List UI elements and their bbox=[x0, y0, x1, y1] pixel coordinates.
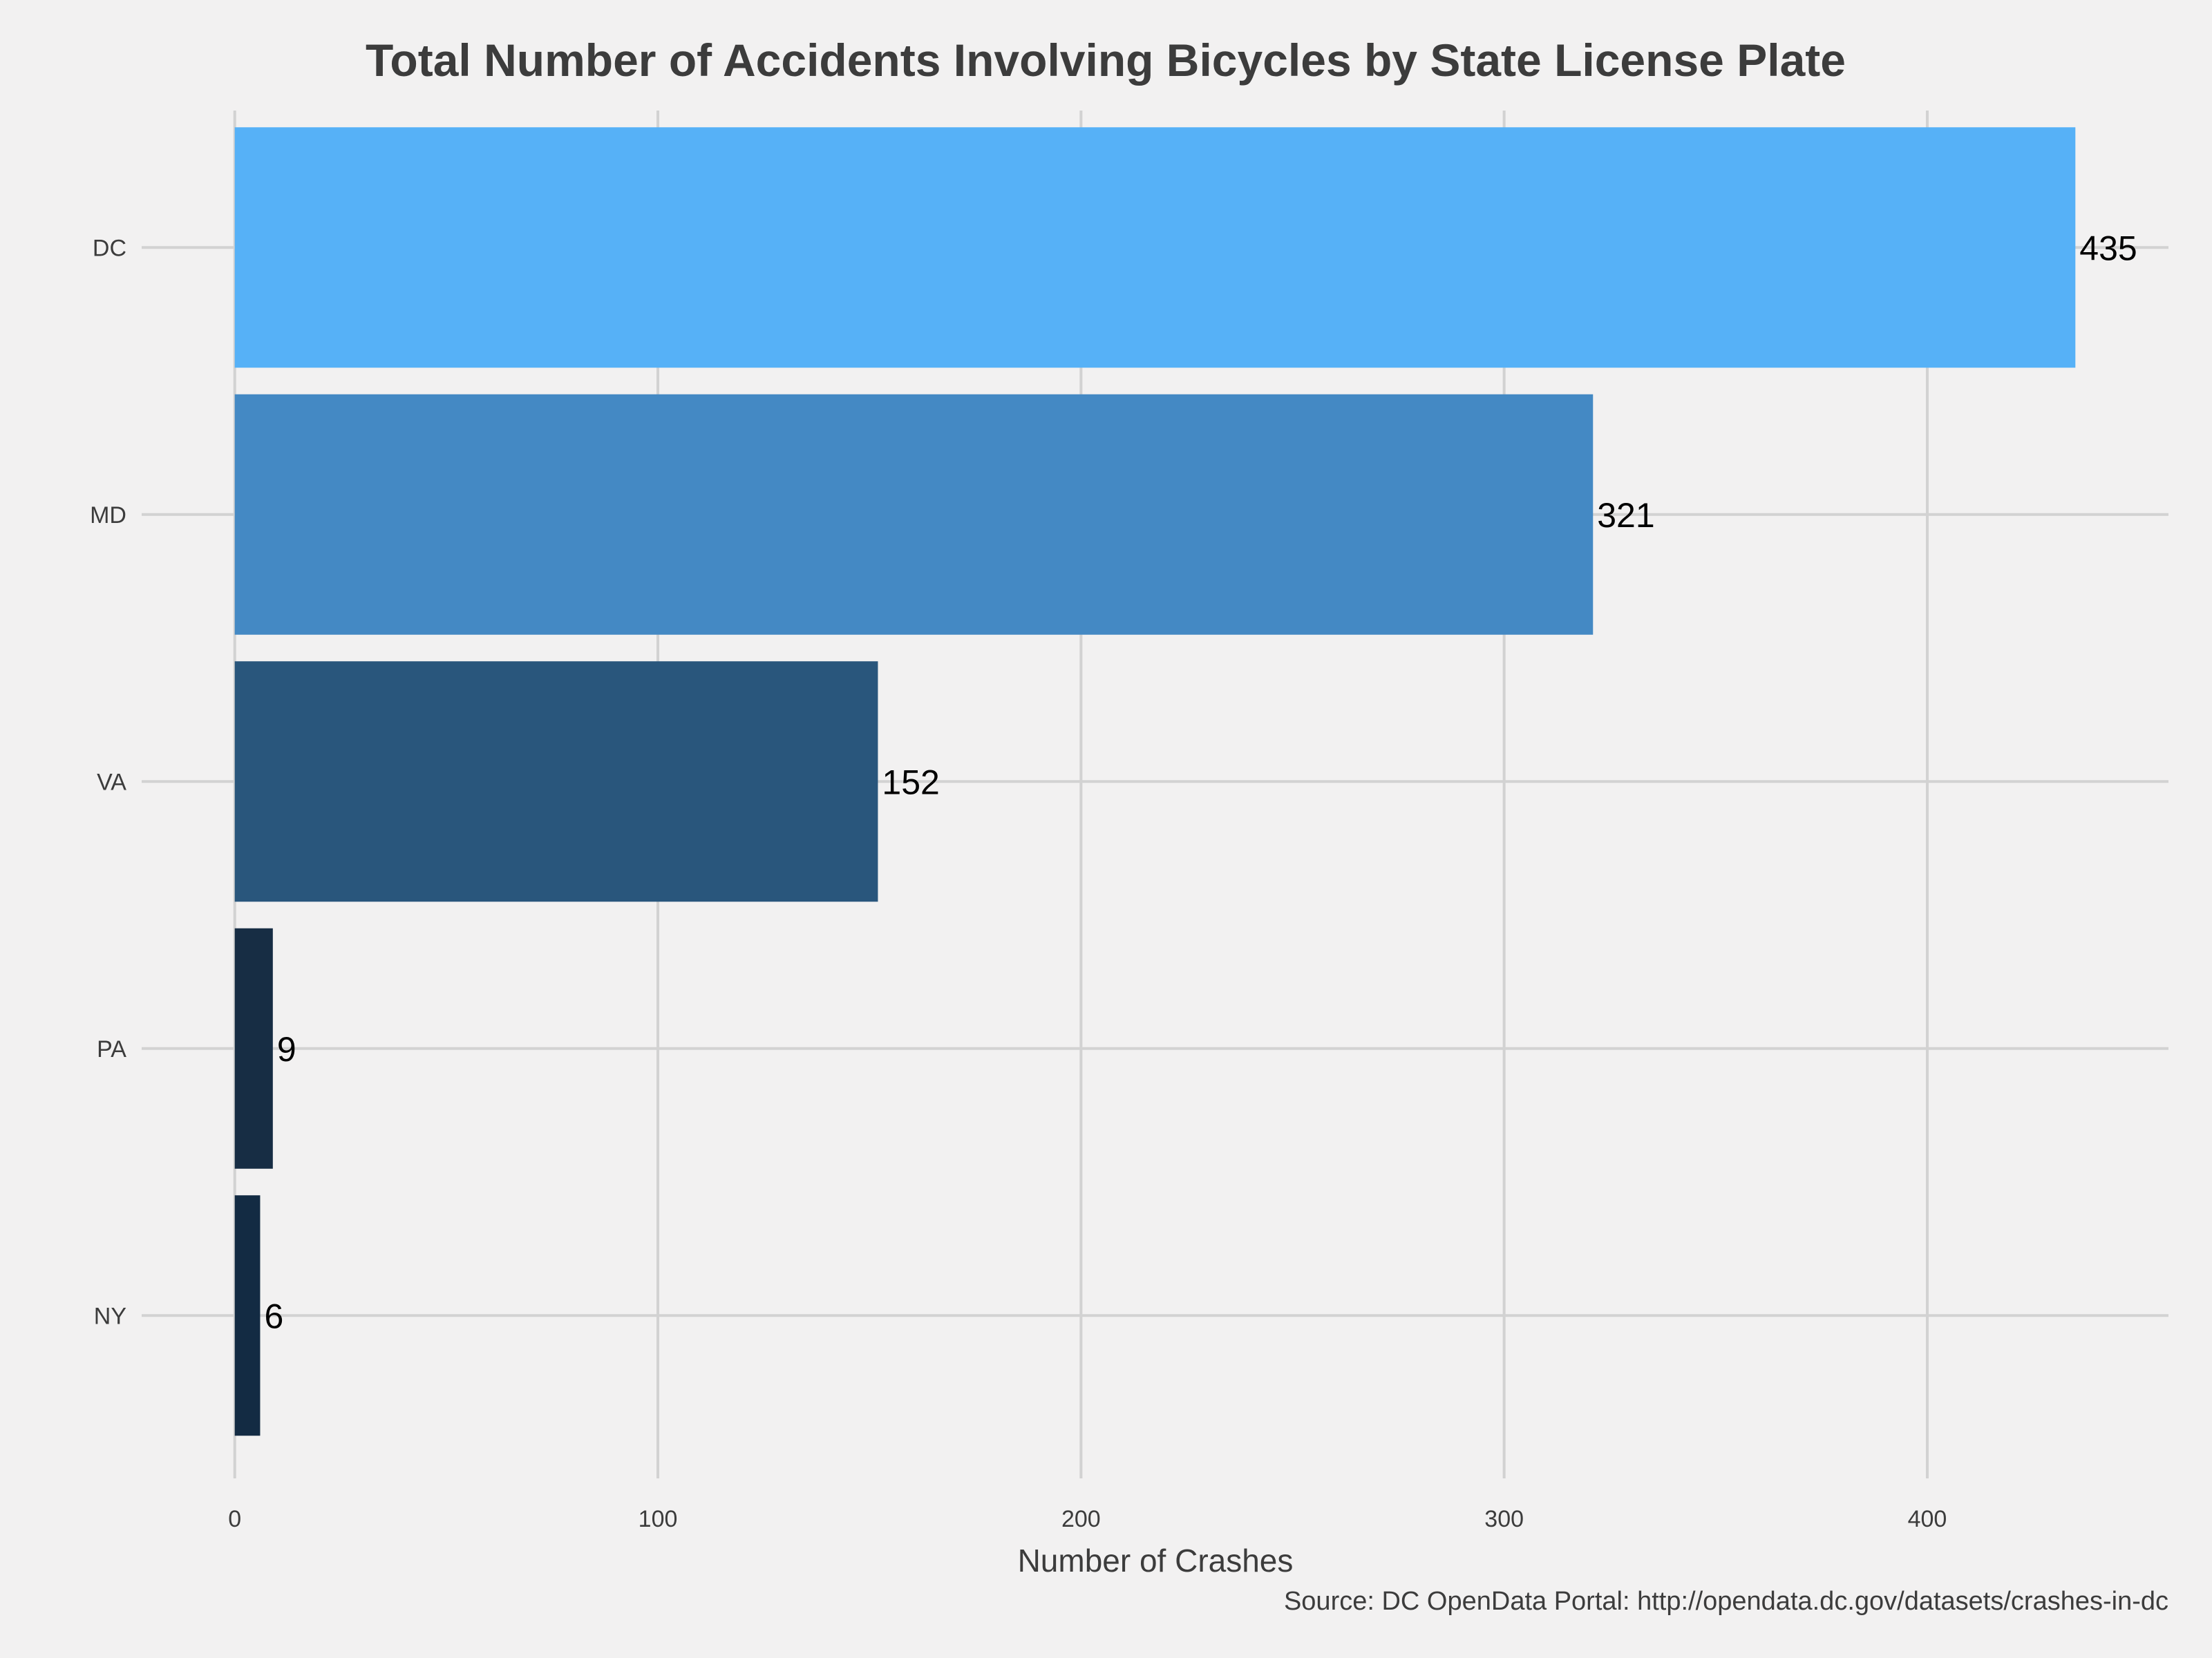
data-label-ny: 6 bbox=[264, 1297, 283, 1335]
data-label-va: 152 bbox=[882, 763, 939, 801]
bars-layer bbox=[234, 127, 2076, 1436]
x-tick-label: 0 bbox=[228, 1506, 241, 1532]
data-label-dc: 435 bbox=[2079, 229, 2137, 267]
x-tick-label: 400 bbox=[1908, 1506, 1947, 1532]
y-tick-label: NY bbox=[94, 1303, 126, 1329]
bar-ny bbox=[234, 1195, 261, 1436]
x-axis-ticks: 0 100 200 300 400 bbox=[228, 1506, 1947, 1532]
y-tick-label: VA bbox=[97, 769, 126, 795]
y-axis-ticks: DC MD VA PA NY bbox=[90, 235, 126, 1329]
bar-pa bbox=[234, 928, 273, 1169]
data-label-pa: 9 bbox=[277, 1030, 296, 1069]
chart-title: Total Number of Accidents Involving Bicy… bbox=[366, 35, 1846, 86]
source-caption: Source: DC OpenData Portal: http://opend… bbox=[1284, 1587, 2168, 1616]
bar-va bbox=[234, 661, 878, 902]
y-tick-label: MD bbox=[90, 502, 126, 528]
bar-dc bbox=[234, 127, 2076, 368]
y-tick-label: PA bbox=[97, 1036, 126, 1063]
data-label-md: 321 bbox=[1597, 496, 1654, 535]
x-tick-label: 100 bbox=[639, 1506, 678, 1532]
data-labels-layer: 435 321 152 9 6 bbox=[264, 229, 2137, 1335]
bar-md bbox=[234, 394, 1594, 635]
y-tick-label: DC bbox=[93, 235, 126, 261]
x-tick-label: 300 bbox=[1484, 1506, 1524, 1532]
x-tick-label: 200 bbox=[1061, 1506, 1101, 1532]
x-axis-label: Number of Crashes bbox=[1018, 1543, 1294, 1579]
